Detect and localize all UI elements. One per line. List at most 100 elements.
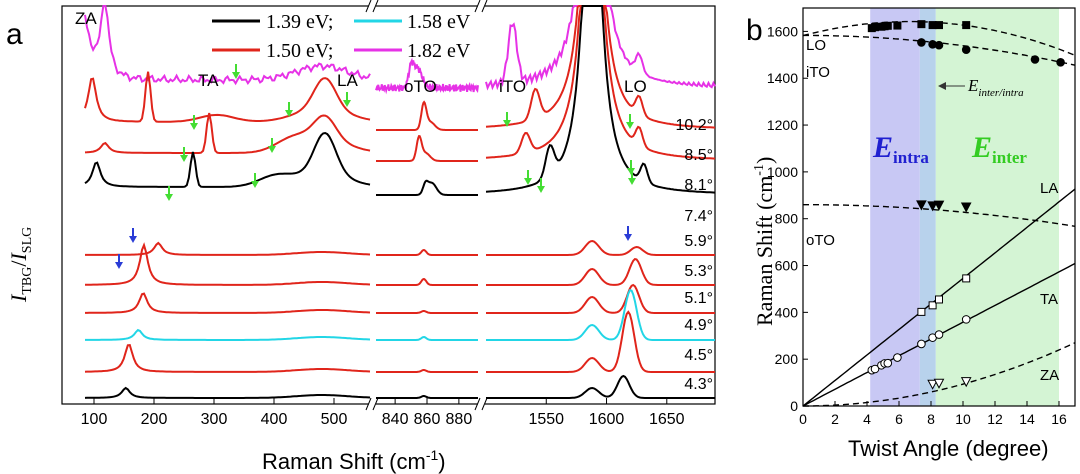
b-series-label-ito: iTO (806, 64, 830, 81)
peak-marker-arrow (268, 146, 276, 153)
legend-label-1.82: 1.82 eV (407, 40, 471, 62)
point-ta (961, 315, 971, 324)
e-inter-label: Einter (971, 131, 1027, 167)
point-oto (933, 200, 945, 211)
trace-6-seg-1 (85, 242, 371, 286)
angle-label: 5.9° (684, 233, 713, 250)
b-x-tick-label: 6 (895, 411, 903, 427)
trace-7-seg-1 (85, 292, 371, 314)
b-x-tick-label: 4 (863, 411, 871, 427)
axis-break-1-gap (369, 4, 376, 406)
trace-7-seg-3 (486, 283, 715, 314)
b-y-tick-label: 600 (775, 258, 799, 274)
e-interintra-arrowhead (938, 82, 946, 90)
b-x-tick-label: 16 (1051, 411, 1067, 427)
point-ta (934, 330, 944, 339)
b-y-tick-label: 1200 (767, 117, 798, 133)
panel-b-x-axis-label: Twist Angle (degree) (848, 436, 1049, 461)
axis-break-2-slash (481, 397, 488, 411)
trace-6-seg-3 (486, 258, 715, 286)
angle-label: 4.3° (684, 376, 713, 393)
point-ito (934, 40, 944, 50)
angle-label: 7.4° (684, 208, 713, 225)
x-tick-label: 100 (81, 411, 108, 428)
point-ta (870, 364, 880, 374)
point-ta (883, 358, 893, 368)
trace-1-seg-2 (375, 57, 479, 95)
trace-5-seg-1 (85, 241, 371, 256)
peak-marker-arrow (503, 120, 511, 127)
fit-ito (803, 34, 1076, 66)
peak-marker-arrow (232, 72, 240, 79)
angle-label: 5.3° (684, 263, 713, 280)
b-x-tick-label: 10 (955, 411, 971, 427)
point-ito (917, 38, 926, 47)
trace-1-seg-1 (84, 5, 371, 86)
peak-marker-arrow (524, 178, 532, 185)
x-tick-label: 300 (201, 411, 228, 428)
angle-label: 5.1° (684, 290, 713, 307)
peak-marker-arrow (537, 186, 545, 193)
b-x-tick-label: 8 (927, 411, 935, 427)
peak-marker-arrow (626, 122, 634, 129)
angle-label: 4.9° (684, 317, 713, 334)
point-oto (960, 202, 972, 213)
peak-marker-arrow (285, 110, 293, 117)
trace-8-seg-2 (376, 335, 478, 341)
point-lo (917, 20, 926, 29)
panel-a-markers (115, 64, 636, 269)
trace-1-seg-3 (485, 5, 716, 91)
trace-4-seg-1 (84, 131, 371, 188)
trace-9-seg-1 (84, 344, 371, 373)
point-ito (961, 45, 971, 54)
b-series-label-za: ZA (1040, 367, 1059, 384)
e-interintra-label: Einter/intra (967, 76, 1024, 99)
trace-7-seg-2 (376, 310, 478, 314)
e-intra-label: Eintra (872, 131, 929, 167)
axis-break-1-slash (372, 0, 379, 13)
legend-label-1.50: 1.50 eV; (266, 40, 333, 62)
trace-5-seg-3 (486, 239, 715, 256)
peak-label-lo: LO (624, 77, 647, 96)
x-tick-label: 200 (141, 411, 168, 428)
trace-10-seg-3 (486, 374, 715, 399)
b-x-tick-label: 2 (831, 411, 839, 427)
x-tick-label: 880 (446, 411, 473, 428)
axis-break-1-slash (365, 397, 372, 411)
point-lo (962, 21, 971, 30)
trace-5-seg-2 (376, 248, 478, 256)
b-series-label-ta: TA (1040, 291, 1058, 308)
peak-marker-arrow (343, 100, 351, 107)
panel-a-y-axis-label: ITBG/ISLG (6, 227, 35, 303)
trace-9-seg-3 (486, 310, 715, 373)
b-series-label-lo: LO (806, 37, 826, 54)
peak-label-za: ZA (75, 9, 97, 28)
panel-a-x-ticks: 100 200 300 400 500 840 860 880 1550 1600 1650 (81, 398, 685, 428)
trace-8-seg-1 (85, 328, 371, 341)
trace-8-seg-3 (486, 289, 715, 341)
b-y-tick-label: 200 (775, 351, 799, 367)
point-ito (1056, 58, 1065, 67)
point-za (960, 377, 972, 388)
b-x-tick-label: 12 (987, 411, 1003, 427)
panel-b-label: b (746, 14, 763, 47)
b-y-tick-label: 800 (775, 211, 799, 227)
panel-a-frame (61, 0, 716, 411)
panel-b-y-axis-label: Raman Shift (cm-1) (752, 157, 777, 326)
peak-marker-arrow (624, 234, 632, 241)
fit-oto (803, 204, 1076, 227)
peak-label-ito: iTO (499, 77, 526, 96)
axis-break-1-slash (365, 0, 372, 13)
x-tick-label: 500 (321, 411, 348, 428)
panel-b-axes: 0 2 4 6 8 10 12 14 16 0 200 400 600 800 1000 1200 1400 16… (767, 7, 1076, 427)
point-la (962, 274, 971, 283)
point-lo (883, 21, 892, 30)
peak-marker-arrow (129, 236, 137, 243)
trace-10-seg-2 (376, 395, 478, 399)
legend-label-1.39: 1.39 eV; (266, 11, 333, 33)
trace-2-seg-1 (84, 71, 371, 123)
trace-10-seg-1 (84, 386, 371, 399)
panel-a-border (61, 5, 716, 405)
x-tick-label: 1650 (649, 411, 685, 428)
